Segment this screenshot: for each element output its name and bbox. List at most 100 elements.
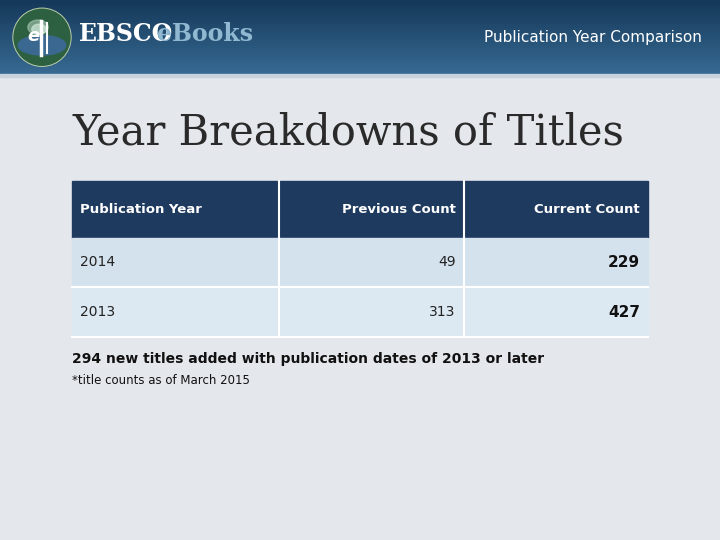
Text: 49: 49 — [438, 255, 456, 269]
Bar — [0, 23, 720, 24]
Bar — [0, 64, 720, 65]
Bar — [464, 287, 648, 337]
Bar — [0, 16, 720, 18]
Bar — [0, 65, 720, 66]
Bar — [0, 31, 720, 32]
Bar — [0, 28, 720, 29]
Bar — [0, 33, 720, 35]
Bar — [0, 70, 720, 72]
Text: *title counts as of March 2015: *title counts as of March 2015 — [72, 374, 250, 388]
Bar — [0, 73, 720, 77]
Bar — [0, 71, 720, 73]
Bar — [0, 29, 720, 30]
Bar — [0, 53, 720, 55]
Bar — [0, 50, 720, 51]
Bar — [0, 69, 720, 71]
Bar — [0, 0, 720, 1]
Text: Current Count: Current Count — [534, 202, 640, 216]
Bar — [0, 11, 720, 13]
Text: 313: 313 — [429, 305, 456, 319]
Bar — [0, 26, 720, 28]
Ellipse shape — [18, 36, 66, 55]
Bar — [0, 2, 720, 4]
Bar — [0, 57, 720, 59]
Bar — [0, 42, 720, 43]
Text: 427: 427 — [608, 305, 640, 320]
Text: EBSCO: EBSCO — [79, 22, 174, 46]
Text: eBooks: eBooks — [157, 22, 253, 46]
Bar — [0, 25, 720, 27]
Bar — [0, 66, 720, 68]
Bar — [0, 15, 720, 16]
Bar — [0, 5, 720, 6]
Bar — [0, 61, 720, 63]
Bar — [72, 287, 279, 337]
Bar — [0, 15, 720, 17]
Text: Publication Year Comparison: Publication Year Comparison — [484, 30, 702, 45]
Bar — [0, 6, 720, 8]
Bar — [0, 20, 720, 22]
Bar — [0, 11, 720, 12]
Bar — [0, 14, 720, 15]
Bar — [0, 59, 720, 60]
Bar — [0, 37, 720, 38]
Bar — [0, 22, 720, 23]
Bar — [0, 29, 720, 31]
Bar — [0, 56, 720, 57]
Bar — [0, 12, 720, 14]
Bar — [0, 68, 720, 69]
Bar — [0, 48, 720, 49]
Bar — [0, 38, 720, 39]
Bar — [0, 52, 720, 53]
Bar — [0, 55, 720, 56]
Circle shape — [14, 9, 70, 65]
Bar — [0, 44, 720, 46]
Bar — [0, 56, 720, 58]
Bar — [0, 51, 720, 52]
Bar — [0, 72, 720, 73]
Bar — [0, 19, 720, 21]
Bar — [0, 39, 720, 41]
Bar — [279, 181, 464, 238]
Bar — [0, 21, 720, 22]
Bar — [0, 25, 720, 26]
Text: e: e — [27, 27, 39, 45]
Bar — [0, 24, 720, 25]
Bar — [0, 36, 720, 37]
Bar — [464, 181, 648, 238]
Bar — [0, 9, 720, 10]
Bar — [0, 17, 720, 18]
Bar — [0, 62, 720, 63]
Bar — [72, 238, 279, 287]
Bar — [0, 43, 720, 45]
Bar — [0, 32, 720, 33]
Bar — [0, 18, 720, 19]
Bar — [0, 39, 720, 40]
Bar — [0, 4, 720, 5]
Bar — [0, 63, 720, 64]
Bar — [0, 40, 720, 42]
Bar — [0, 66, 720, 67]
Text: Previous Count: Previous Count — [342, 202, 456, 216]
Bar — [0, 69, 720, 70]
Text: 229: 229 — [608, 255, 640, 270]
Bar — [0, 3, 720, 5]
Bar — [0, 42, 720, 44]
Bar — [0, 34, 720, 36]
Bar — [0, 47, 720, 49]
Bar — [0, 2, 720, 3]
Bar — [0, 73, 720, 75]
Text: 2014: 2014 — [80, 255, 115, 269]
Ellipse shape — [28, 20, 48, 35]
Bar — [0, 45, 720, 46]
Bar — [0, 7, 720, 9]
Text: Year Breakdowns of Titles: Year Breakdowns of Titles — [72, 112, 624, 153]
Bar — [464, 238, 648, 287]
Circle shape — [13, 8, 71, 66]
Bar — [279, 287, 464, 337]
Text: 2013: 2013 — [80, 305, 115, 319]
Text: 294 new titles added with publication dates of 2013 or later: 294 new titles added with publication da… — [72, 352, 544, 366]
Bar — [0, 46, 720, 48]
Bar — [0, 30, 720, 32]
Text: Publication Year: Publication Year — [80, 202, 202, 216]
